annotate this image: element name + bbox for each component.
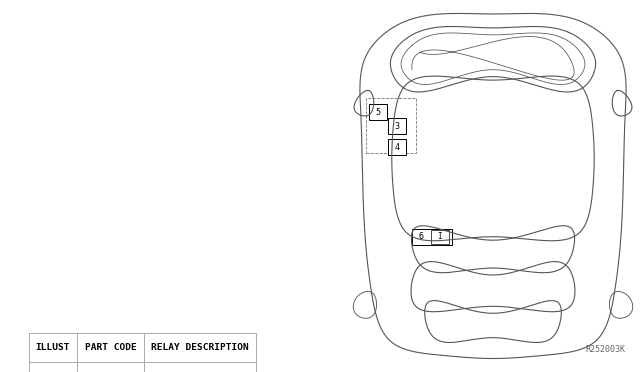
Bar: [366, 97, 416, 153]
Text: R252003K: R252003K: [585, 345, 625, 354]
Text: I: I: [438, 232, 442, 241]
Bar: [412, 229, 452, 245]
Text: 5: 5: [375, 108, 380, 117]
Text: 4: 4: [394, 143, 399, 152]
Text: 6: 6: [419, 232, 424, 241]
Bar: [388, 118, 406, 134]
Bar: [369, 105, 387, 121]
Text: RELAY DESCRIPTION: RELAY DESCRIPTION: [151, 343, 249, 352]
Bar: [29, 333, 256, 372]
Text: 3: 3: [394, 122, 399, 131]
Bar: [388, 139, 406, 155]
Text: PART CODE: PART CODE: [84, 343, 136, 352]
Text: ILLUST: ILLUST: [36, 343, 70, 352]
Bar: [431, 230, 449, 244]
